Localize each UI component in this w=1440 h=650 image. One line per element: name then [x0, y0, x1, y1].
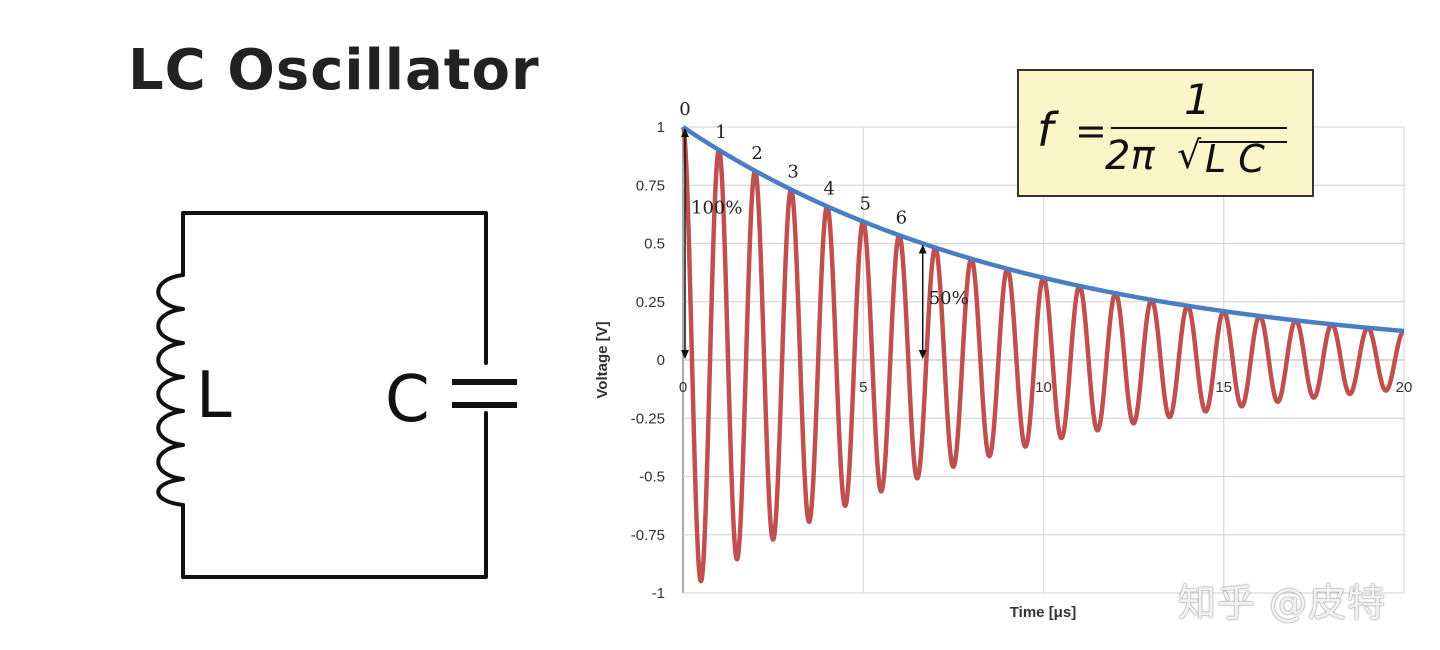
arrow-head-down-icon — [918, 350, 927, 359]
x-tick-label: 5 — [859, 379, 867, 396]
formula-radicand: L C — [1205, 137, 1265, 181]
fraction-bar — [1111, 127, 1287, 129]
y-tick-label: 0.25 — [636, 294, 665, 311]
peak-label: 3 — [787, 162, 798, 183]
peak-label: 2 — [751, 143, 762, 164]
annotation-label: 50% — [929, 288, 969, 309]
annotation-label: 100% — [691, 198, 742, 219]
bottom-wire — [181, 411, 488, 579]
capacitor-label: C — [385, 363, 430, 437]
arrow-head-down-icon — [681, 350, 689, 359]
top-wire — [181, 211, 488, 365]
frequency-formula-box: f = 1 2π √ L C — [1017, 69, 1314, 197]
page-title: LC Oscillator — [128, 38, 540, 103]
formula-equals: = — [1075, 109, 1107, 153]
formula-radical: √ — [1177, 133, 1202, 177]
y-tick-label: -1 — [652, 585, 665, 602]
peak-label: 4 — [823, 178, 834, 199]
y-tick-label: -0.25 — [631, 410, 665, 427]
arrow-head-up-icon — [918, 244, 927, 254]
peak-label: 0 — [679, 99, 690, 120]
y-tick-label: -0.75 — [631, 527, 665, 544]
y-axis-label: Voltage [V] — [594, 321, 611, 398]
formula-denominator-prefix: 2π — [1105, 133, 1155, 179]
arrow-head-up-icon — [681, 128, 689, 137]
x-tick-label: 20 — [1396, 379, 1413, 396]
formula-numerator: 1 — [1184, 75, 1211, 124]
inductor-coil-icon — [156, 273, 185, 507]
peak-label: 5 — [860, 194, 871, 215]
envelope-series-line — [681, 125, 1405, 334]
x-tick-label: 15 — [1215, 379, 1232, 396]
y-tick-label: 1 — [657, 119, 665, 136]
y-tick-label: -0.5 — [639, 469, 665, 486]
radical-bar — [1199, 141, 1287, 143]
x-tick-label: 10 — [1035, 379, 1052, 396]
peak-label: 6 — [896, 207, 907, 228]
peak-label: 1 — [715, 122, 726, 143]
lc-circuit-diagram: L C — [156, 211, 517, 579]
x-tick-label: 0 — [679, 379, 687, 396]
damped-oscillation-chart: 10.750.50.250-0.25-0.5-0.75-1 0 5 10 15 20 1… — [594, 99, 1413, 621]
y-tick-label: 0 — [657, 352, 665, 369]
watermark: 知乎 @皮特 — [1178, 581, 1387, 625]
y-tick-label: 0.75 — [636, 177, 665, 194]
y-tick-label: 0.5 — [644, 236, 665, 253]
inductor-label: L — [196, 359, 232, 433]
capacitor-icon — [452, 379, 517, 408]
x-axis-label: Time [μs] — [1010, 604, 1076, 621]
formula-lhs: f — [1037, 103, 1054, 157]
